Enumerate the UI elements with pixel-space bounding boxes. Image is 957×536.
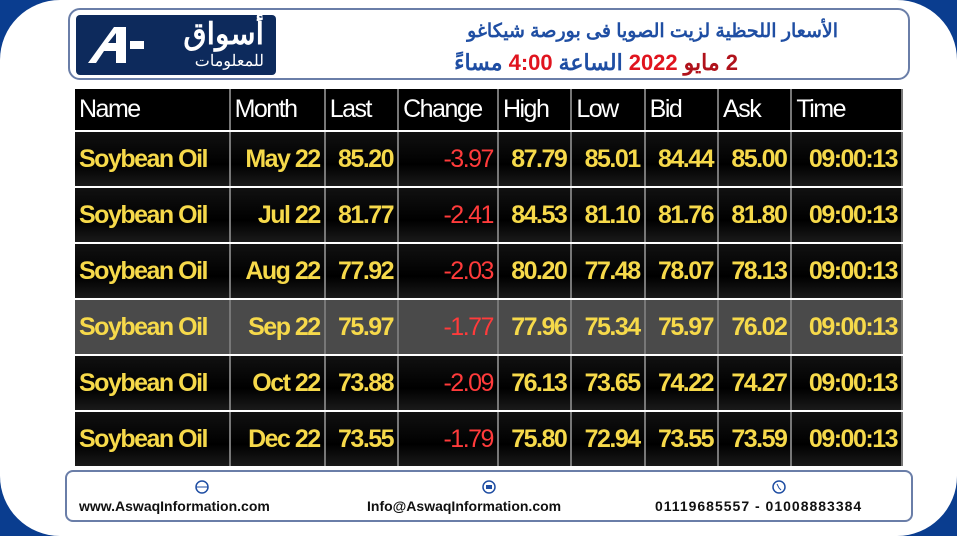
subtitle-part: 4:00 (508, 50, 553, 75)
table-cell: Oct 22 (230, 356, 326, 410)
table-cell: -1.77 (399, 300, 499, 354)
table-cell: 73.55 (325, 412, 400, 466)
table-cell: 81.10 (572, 188, 646, 242)
table-cell: 81.76 (645, 188, 720, 242)
globe-icon (195, 480, 209, 494)
column-header: Month (230, 89, 326, 130)
table-cell: Soybean Oil (75, 244, 231, 298)
table-cell: 76.13 (498, 356, 573, 410)
table-cell: 75.80 (498, 412, 573, 466)
table-cell: Sep 22 (230, 300, 326, 354)
table-row: Soybean Oil May 22 85.20 -3.97 87.79 85.01 84.… (75, 132, 903, 186)
column-header: High (498, 89, 573, 130)
table-cell: Aug 22 (230, 244, 326, 298)
table-cell: 76.02 (719, 300, 793, 354)
table-cell: 77.92 (325, 244, 400, 298)
column-header: Change (399, 89, 499, 130)
table-cell: 81.77 (325, 188, 400, 242)
table-cell: 09:00:13 (792, 356, 903, 410)
table-cell: Soybean Oil (75, 412, 231, 466)
title: الأسعار اللحظية لزيت الصويا فى بورصة شيك… (467, 21, 838, 42)
table-cell: May 22 (230, 132, 326, 186)
table-cell: 87.79 (498, 132, 573, 186)
table-cell: 09:00:13 (792, 412, 903, 466)
table-cell: 84.53 (498, 188, 573, 242)
table-cell: 09:00:13 (792, 244, 903, 298)
table-cell: 73.65 (572, 356, 646, 410)
table-row: Soybean Oil Jul 22 81.77 -2.41 84.53 81.10 81.… (75, 188, 903, 242)
footer: www.AswaqInformation.com Info@AswaqInfor… (65, 470, 913, 522)
table-cell: 75.97 (325, 300, 400, 354)
header: أسواق للمعلومات الأسعار اللحظية لزيت الص… (68, 8, 910, 80)
table-cell: -2.09 (399, 356, 499, 410)
table-cell: Soybean Oil (75, 188, 231, 242)
table-cell: 77.96 (498, 300, 573, 354)
table-cell: 09:00:13 (792, 132, 903, 186)
table-cell: 74.22 (645, 356, 720, 410)
table-cell: Soybean Oil (75, 132, 231, 186)
price-table: Name Month Last Change High Low Bid Ask Time Soyb… (75, 87, 903, 468)
column-header: Last (325, 89, 400, 130)
table-cell: -1.79 (399, 412, 499, 466)
subtitle-part: 2 مايو (683, 50, 738, 75)
table-cell: 81.80 (719, 188, 793, 242)
table-cell: Jul 22 (230, 188, 326, 242)
table-cell: 73.88 (325, 356, 400, 410)
table-cell: -3.97 (399, 132, 499, 186)
table-row: Soybean Oil Sep 22 75.97 -1.77 77.96 75.34 75.… (75, 300, 903, 354)
table-cell: 85.01 (572, 132, 646, 186)
table-cell: -2.03 (399, 244, 499, 298)
table-cell: -2.41 (399, 188, 499, 242)
table-cell: 85.00 (719, 132, 793, 186)
column-header: Name (75, 89, 231, 130)
website[interactable]: www.AswaqInformation.com (79, 498, 270, 514)
table-row: Soybean Oil Dec 22 73.55 -1.79 75.80 72.94 73.… (75, 412, 903, 466)
table-cell: 09:00:13 (792, 188, 903, 242)
table-cell: 78.07 (645, 244, 720, 298)
table-cell: 78.13 (719, 244, 793, 298)
subtitle-part: 2022 (628, 50, 678, 75)
logo: أسواق للمعلومات (76, 15, 276, 75)
column-header: Time (792, 89, 903, 130)
table-cell: Soybean Oil (75, 300, 231, 354)
column-header: Ask (719, 89, 793, 130)
table-cell: 73.55 (645, 412, 720, 466)
table-cell: 74.27 (719, 356, 793, 410)
table-row: Soybean Oil Aug 22 77.92 -2.03 80.20 77.48 78.… (75, 244, 903, 298)
subtitle: 2 مايو2022الساعة4:00مساءً (448, 50, 738, 76)
mail-icon (482, 480, 496, 494)
table-row: Soybean Oil Oct 22 73.88 -2.09 76.13 73.65 74.… (75, 356, 903, 410)
email[interactable]: Info@AswaqInformation.com (367, 498, 562, 514)
logo-name: أسواق (183, 18, 264, 51)
table-cell: 84.44 (645, 132, 720, 186)
subtitle-part: مساءً (454, 50, 503, 75)
subtitle-part: الساعة (558, 50, 623, 75)
phone-icon (772, 480, 786, 494)
table-cell: 80.20 (498, 244, 573, 298)
table-cell: 73.59 (719, 412, 793, 466)
column-header: Low (572, 89, 646, 130)
table-cell: 85.20 (325, 132, 400, 186)
column-header: Bid (645, 89, 720, 130)
table-cell: 09:00:13 (792, 300, 903, 354)
table-cell: 75.97 (645, 300, 720, 354)
table-cell: 72.94 (572, 412, 646, 466)
table-cell: Dec 22 (230, 412, 326, 466)
phone: 01119685557 - 01008883384 (655, 498, 863, 514)
table-cell: 77.48 (572, 244, 646, 298)
logo-icon (88, 27, 144, 63)
table-cell: 75.34 (572, 300, 646, 354)
logo-sub: للمعلومات (194, 53, 264, 70)
table-cell: Soybean Oil (75, 356, 231, 410)
